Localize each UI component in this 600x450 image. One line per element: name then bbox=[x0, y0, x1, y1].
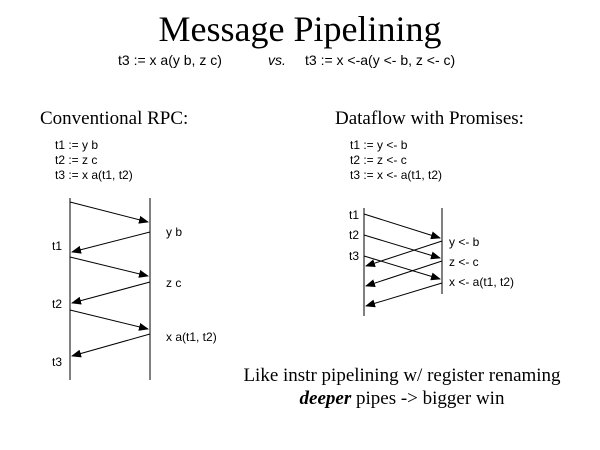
right-arrow-reply-1 bbox=[365, 240, 443, 267]
left-arrow-reply-2 bbox=[71, 281, 151, 305]
left-server-label: x a(t1, t2) bbox=[166, 330, 217, 344]
left-client-label: t1 bbox=[52, 239, 63, 253]
right-code-line: t1 := y <- b bbox=[350, 138, 408, 152]
page-title: Message Pipelining bbox=[158, 9, 442, 49]
subtitle-vs: vs. bbox=[268, 52, 286, 68]
left-server-label: z c bbox=[166, 276, 182, 290]
left-arrow-reply-1 bbox=[71, 231, 151, 254]
right-client-label: t3 bbox=[349, 249, 360, 263]
right-heading: Dataflow with Promises: bbox=[335, 108, 524, 129]
footer-line-2-rest: pipes -> bigger win bbox=[351, 388, 505, 409]
left-heading: Conventional RPC: bbox=[40, 108, 189, 129]
right-arrow-request-1 bbox=[363, 213, 441, 240]
footer-line-1: Like instr pipelining w/ register renami… bbox=[243, 365, 561, 386]
right-server-label: y <- b bbox=[449, 235, 480, 249]
left-code-line: t1 := y b bbox=[55, 138, 99, 152]
left-arrow-request-2 bbox=[69, 256, 149, 278]
right-code-line: t3 := x <- a(t1, t2) bbox=[350, 168, 443, 182]
left-arrow-reply-3 bbox=[71, 333, 151, 358]
right-arrow-reply-3 bbox=[365, 282, 443, 308]
right-server-label: z <- c bbox=[449, 255, 479, 269]
left-client-label: t3 bbox=[52, 355, 63, 369]
right-server-label: x <- a(t1, t2) bbox=[449, 275, 515, 289]
left-arrow-request-3 bbox=[69, 309, 149, 331]
left-server-label: y b bbox=[166, 225, 183, 239]
right-client-label: t2 bbox=[349, 228, 360, 242]
right-arrow-request-3 bbox=[363, 255, 441, 281]
right-code-line: t2 := z <- c bbox=[350, 153, 407, 167]
right-arrow-reply-2 bbox=[365, 260, 443, 287]
right-arrow-request-2 bbox=[363, 234, 441, 260]
subtitle-right: t3 := x <-a(y <- b, z <- c) bbox=[305, 52, 456, 68]
footer-line-2: deeper pipes -> bigger win bbox=[212, 387, 592, 410]
left-code-line: t3 := x a(t1, t2) bbox=[55, 168, 133, 182]
subtitle-left: t3 := x a(y b, z c) bbox=[118, 52, 222, 68]
left-client-label: t2 bbox=[52, 297, 63, 311]
left-code-line: t2 := z c bbox=[55, 153, 98, 167]
right-client-label: t1 bbox=[349, 208, 360, 222]
left-arrow-request-1 bbox=[69, 201, 149, 224]
footer-emphasis: deeper bbox=[299, 388, 352, 409]
